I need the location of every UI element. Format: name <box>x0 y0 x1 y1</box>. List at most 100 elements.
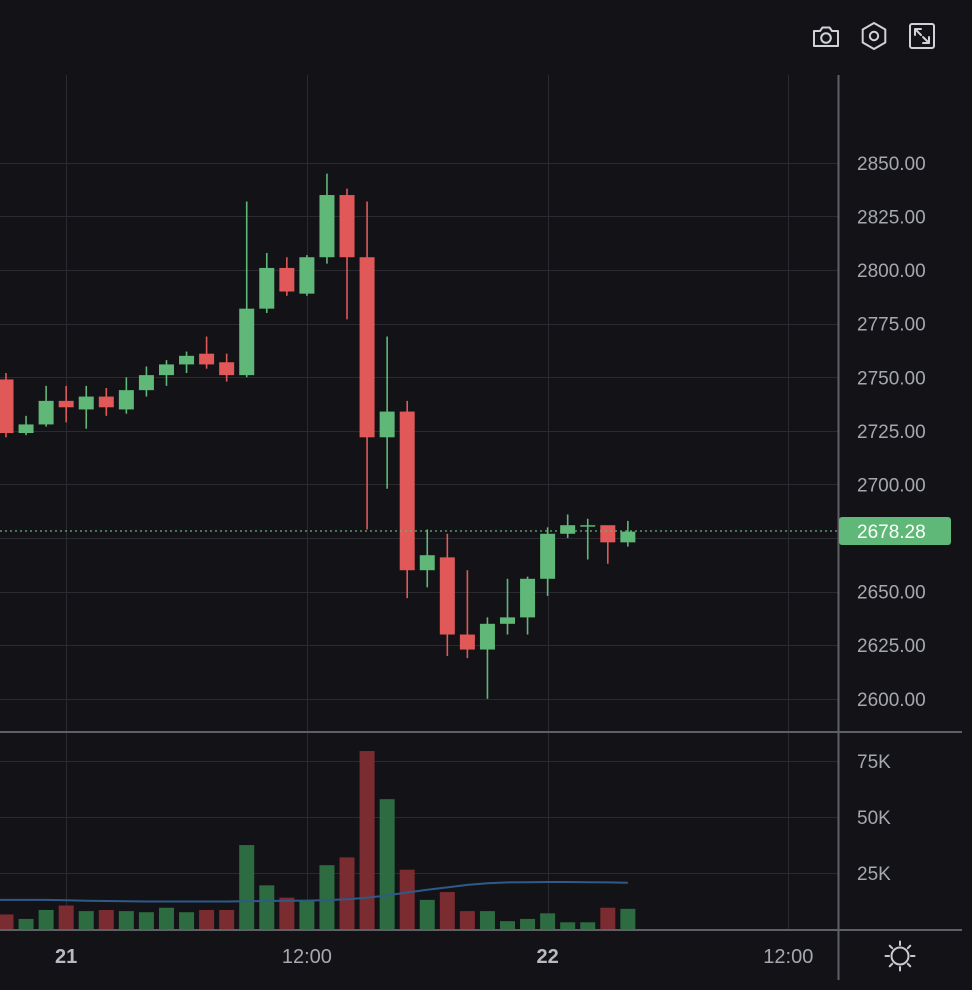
candle <box>279 257 295 296</box>
candle <box>520 576 536 635</box>
candle <box>78 385 94 429</box>
candle <box>379 336 395 489</box>
price-tick-label: 2825.00 <box>857 207 926 228</box>
candle <box>620 520 636 547</box>
candle <box>239 201 255 378</box>
candle <box>0 372 14 438</box>
volume-bars <box>0 751 636 929</box>
candle <box>540 527 556 596</box>
volume-bar <box>78 911 94 929</box>
candle-body <box>580 525 596 527</box>
candle-body <box>259 267 275 309</box>
candle-body <box>319 195 335 258</box>
volume-bar <box>179 912 195 929</box>
price-tick-label: 2600.00 <box>857 690 926 711</box>
candle <box>560 514 576 539</box>
price-tick-label: 2725.00 <box>857 422 926 443</box>
last-price-badge <box>839 517 951 546</box>
settings-button[interactable] <box>858 20 890 52</box>
candle <box>439 533 455 656</box>
candle-body <box>479 623 495 650</box>
candle <box>179 351 195 373</box>
fullscreen-button[interactable] <box>906 20 938 52</box>
candle-body <box>459 634 475 650</box>
candle-body <box>359 257 375 438</box>
candle <box>419 529 435 588</box>
candle-body <box>520 578 536 618</box>
volume-bar <box>138 912 154 929</box>
volume-ma-line <box>0 881 628 903</box>
candle-body <box>98 396 114 408</box>
sun-ray <box>888 962 894 968</box>
candle-body <box>58 400 74 408</box>
theme-toggle-sun-icon[interactable] <box>884 940 916 972</box>
volume-bar <box>419 899 435 929</box>
volume-bar <box>239 845 255 929</box>
volume-tick-label: 25K <box>857 864 891 885</box>
time-axis-label: 22 <box>536 946 558 968</box>
candle <box>580 518 596 560</box>
price-tick-label: 2650.00 <box>857 583 926 604</box>
price-tick-label: 2800.00 <box>857 261 926 282</box>
candle-body <box>179 355 195 365</box>
axis-labels: 2850.00 2825.00 2800.00 2775.00 2750.00 2725.… <box>55 154 951 972</box>
candle <box>158 360 174 386</box>
candle-body <box>118 390 134 410</box>
price-tick-label: 2700.00 <box>857 475 926 496</box>
volume-tick-label: 75K <box>857 752 891 773</box>
sun-core <box>890 946 910 966</box>
volume-bar <box>58 905 74 929</box>
volume-bar <box>600 907 616 929</box>
volume-bar <box>399 869 415 929</box>
grid-lines <box>0 75 838 929</box>
sun-ray <box>906 944 912 950</box>
candle <box>600 525 616 564</box>
candle <box>58 385 74 423</box>
candle <box>479 617 495 699</box>
volume-bar <box>118 911 134 929</box>
candle-body <box>540 533 556 579</box>
candle-body <box>339 195 355 258</box>
volume-bar <box>199 909 215 929</box>
price-tick-label: 2775.00 <box>857 315 926 336</box>
candle-body <box>439 557 455 635</box>
candle-body <box>138 375 154 391</box>
volume-moving-average <box>0 881 628 903</box>
candle-body <box>500 617 515 624</box>
price-tick-label: 2625.00 <box>857 636 926 657</box>
last-price-label: 2678.28 <box>857 522 926 543</box>
candle-body <box>18 424 34 434</box>
candle-body <box>78 396 94 410</box>
volume-bar <box>620 908 636 929</box>
candle-body <box>219 362 235 376</box>
sun-ray <box>888 944 894 950</box>
candle <box>98 387 114 416</box>
candle-body <box>379 411 395 438</box>
volume-bar <box>540 913 556 929</box>
candle-body <box>299 257 315 294</box>
volume-bar <box>500 921 515 929</box>
volume-bar <box>359 751 375 929</box>
candle <box>259 252 275 313</box>
time-axis-label: 12:00 <box>763 946 813 968</box>
volume-tick-label: 50K <box>857 808 891 829</box>
volume-bar <box>319 865 335 929</box>
candle <box>299 255 315 296</box>
candlesticks <box>0 173 636 699</box>
candle-body <box>38 400 54 425</box>
volume-bar <box>219 909 235 929</box>
candle <box>18 415 34 436</box>
candle <box>500 578 515 635</box>
candle <box>319 173 335 264</box>
candle-body <box>620 531 636 543</box>
candle <box>359 201 375 530</box>
time-axis-label: 21 <box>55 946 77 968</box>
sun-ray <box>906 962 912 968</box>
volume-bar <box>520 918 536 929</box>
candle <box>339 188 355 320</box>
candle <box>399 400 415 599</box>
candle <box>459 570 475 659</box>
screenshot-button[interactable] <box>810 20 842 52</box>
volume-bar <box>259 885 275 929</box>
